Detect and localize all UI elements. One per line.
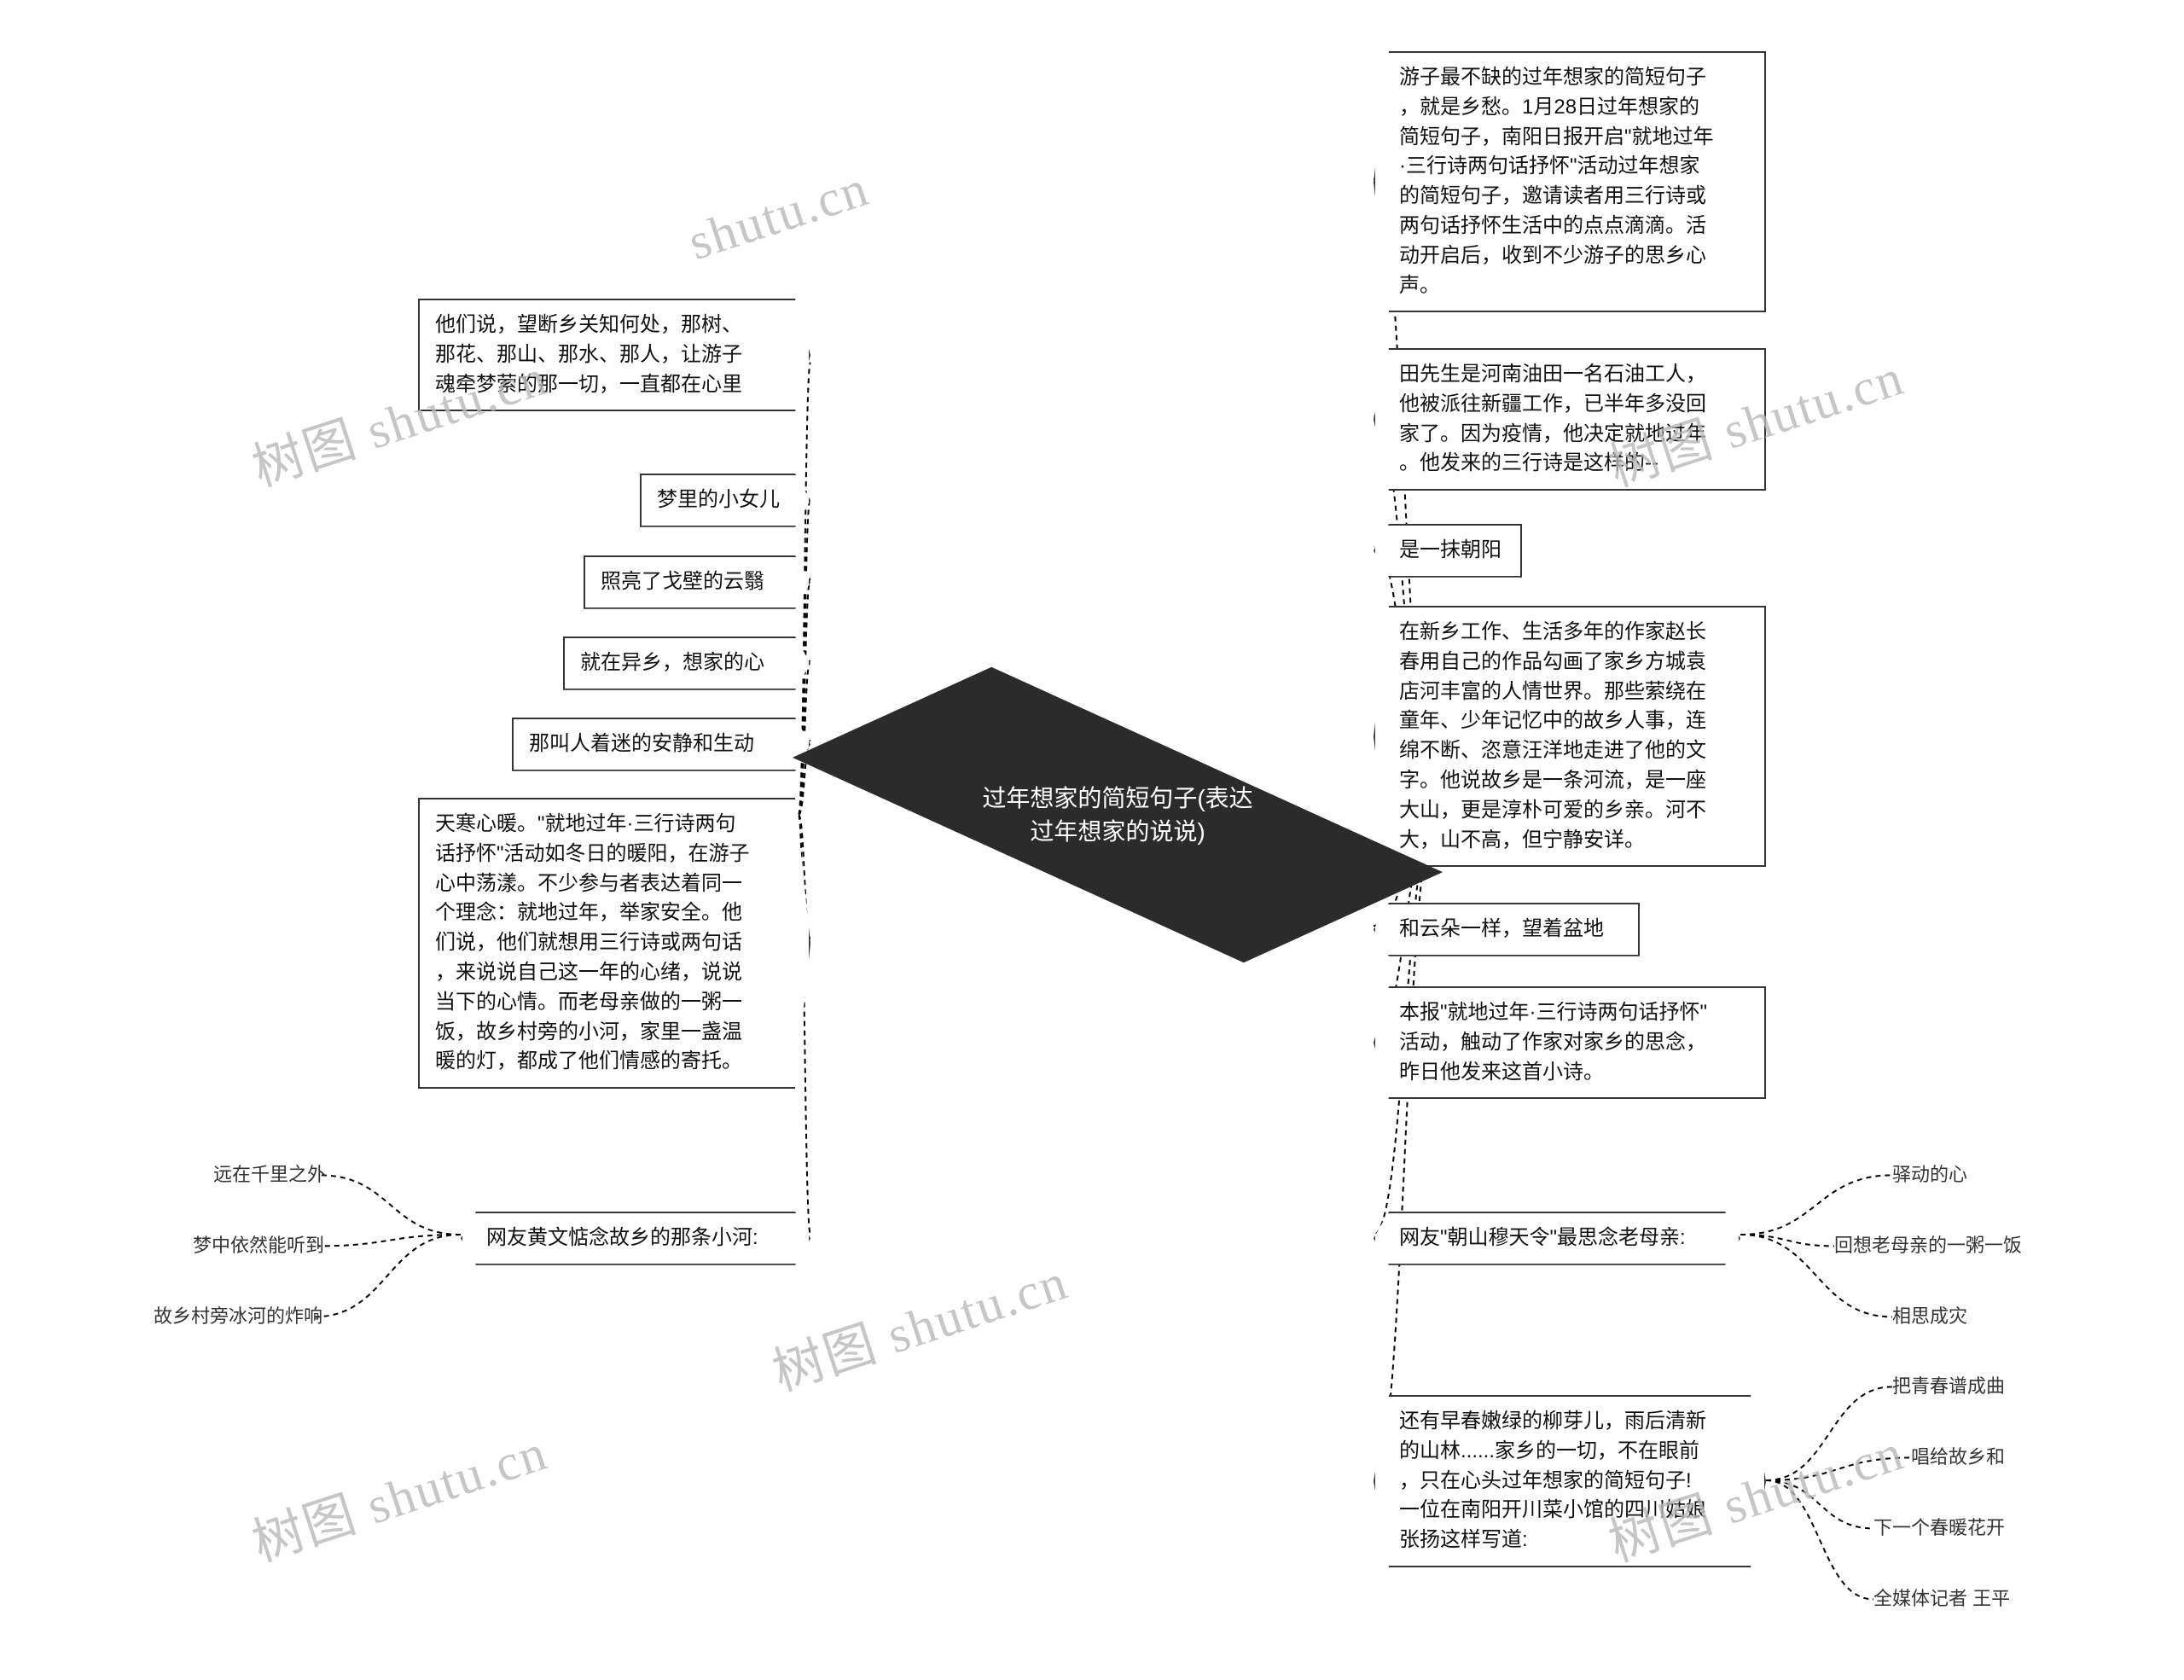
node-R4[interactable]: 在新乡工作、生活多年的作家赵长春用自己的作品勾画了家乡方城袁店河丰富的人情世界。… (1374, 606, 1766, 867)
node-L1[interactable]: 他们说，望断乡关知何处，那树、那花、那山、那水、那人，让游子魂牵梦萦的那一切，一… (418, 299, 810, 411)
node-R7[interactable]: 网友"朝山穆天令"最思念老母亲: (1374, 1212, 1740, 1265)
node-L3[interactable]: 照亮了戈壁的云翳 (584, 555, 810, 609)
node-L7[interactable]: 网友黄文惦念故乡的那条小河: (461, 1212, 810, 1265)
leaf-R8a[interactable]: 把青春谱成曲 (1892, 1374, 2005, 1400)
leaf-R8c[interactable]: 下一个春暖花开 (1873, 1515, 2005, 1542)
node-L6[interactable]: 天寒心暖。"就地过年·三行诗两句话抒怀"活动如冬日的暖阳，在游子心中荡漾。不少参… (418, 798, 810, 1089)
leaf-R7c[interactable]: 相思成灾 (1892, 1304, 1967, 1330)
node-R6[interactable]: 本报"就地过年·三行诗两句话抒怀"活动，触动了作家对家乡的思念，昨日他发来这首小… (1374, 986, 1766, 1099)
watermark-2: 树图 shutu.cn (241, 1410, 555, 1576)
node-L4[interactable]: 就在异乡，想家的心 (563, 637, 810, 690)
leaf-L7b[interactable]: 梦中依然能听到 (193, 1233, 324, 1259)
leaf-L7a[interactable]: 远在千里之外 (213, 1162, 326, 1189)
center-label: 过年想家的简短句子(表达过年想家的说说) (973, 751, 1263, 879)
leaf-R7b[interactable]: 回想老母亲的一粥一饭 (1834, 1233, 2022, 1259)
watermark-5: 树图 shutu.cn (762, 1240, 1076, 1405)
leaf-R7a[interactable]: 驿动的心 (1892, 1162, 1967, 1189)
mindmap-canvas: 过年想家的简短句子(表达过年想家的说说) 他们说，望断乡关知何处，那树、那花、那… (0, 0, 2184, 1680)
center-topic[interactable]: 过年想家的简短句子(表达过年想家的说说) (973, 751, 1263, 879)
leaf-R8d[interactable]: 全媒体记者 王平 (1873, 1586, 2010, 1613)
node-R2[interactable]: 田先生是河南油田一名石油工人，他被派往新疆工作，已半年多没回家了。因为疫情，他决… (1374, 348, 1766, 491)
node-L2[interactable]: 梦里的小女儿 (640, 474, 810, 527)
leaf-R8b[interactable]: 唱给故乡和 (1911, 1445, 2005, 1471)
node-R5[interactable]: 和云朵一样，望着盆地 (1374, 903, 1640, 956)
node-R3[interactable]: 是一抹朝阳 (1374, 524, 1522, 578)
leaf-L7c[interactable]: 故乡村旁冰河的炸响 (154, 1304, 322, 1330)
node-L5[interactable]: 那叫人着迷的安静和生动 (512, 718, 810, 771)
watermark-4: shutu.cn (682, 159, 876, 272)
node-R8[interactable]: 还有早春嫩绿的柳芽儿，雨后清新的山林......家乡的一切，不在眼前，只在心头过… (1374, 1395, 1766, 1567)
node-R1[interactable]: 游子最不缺的过年想家的简短句子，就是乡愁。1月28日过年想家的简短句子，南阳日报… (1374, 51, 1766, 312)
